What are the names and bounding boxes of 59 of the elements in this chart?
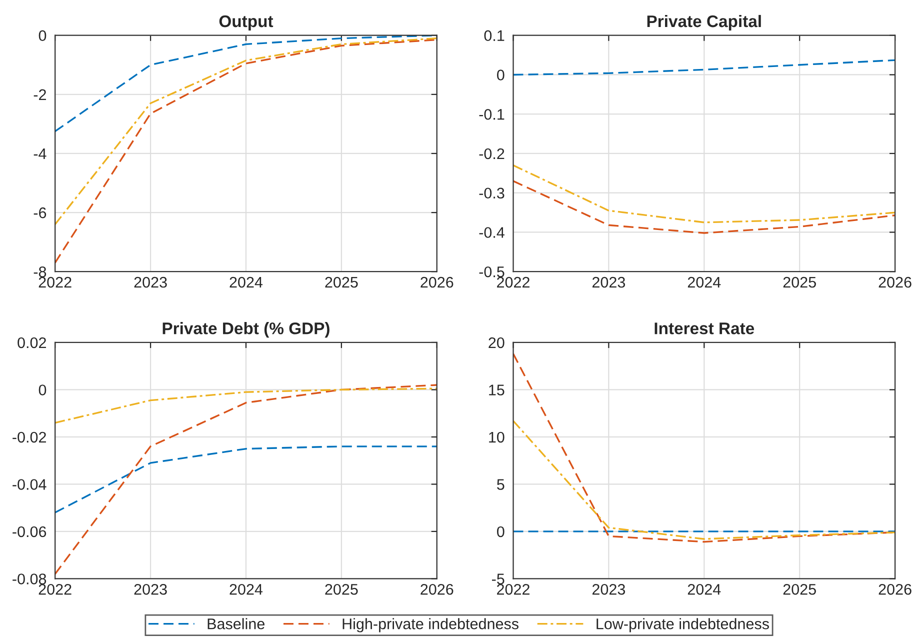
y-tick-label: 0.1: [484, 30, 504, 42]
chart-title: Interest Rate: [654, 322, 754, 334]
y-tick-label: -0.04: [12, 479, 46, 490]
y-tick-label: -0.08: [12, 574, 46, 584]
x-tick-label: 2023: [592, 276, 626, 288]
y-tick-label: 0: [38, 30, 46, 42]
line-series: [513, 164, 896, 224]
y-tick-label: -6: [34, 207, 46, 218]
y-tick-label: 20: [488, 337, 504, 348]
y-tick-label: -8: [34, 266, 46, 278]
y-tick-label: -0.3: [479, 188, 504, 199]
y-tick-label: 10: [489, 432, 504, 443]
line-series: [513, 180, 896, 234]
y-tick-label: -0.1: [479, 108, 504, 120]
x-tick-label: 2026: [878, 584, 912, 595]
x-tick-label: 2025: [783, 276, 816, 288]
y-tick-label: -0.2: [479, 148, 504, 160]
x-tick-label: 2024: [688, 276, 721, 288]
x-tick-label: 2024: [230, 584, 263, 595]
x-tick-label: 2023: [592, 584, 626, 595]
y-tick-label: -0.4: [479, 227, 504, 238]
legend-label: Low-private indebtedness: [596, 618, 769, 632]
y-tick-label: 0: [497, 70, 504, 80]
y-tick-label: -2: [34, 89, 46, 100]
y-tick-label: 5: [497, 479, 504, 490]
chart-title: Private Debt (% GDP): [162, 322, 330, 338]
x-tick-label: 2022: [38, 584, 72, 595]
y-tick-label: -4: [34, 148, 46, 160]
chart-title: Private Capital: [647, 14, 761, 30]
legend-label: High-private indebtedness: [342, 618, 518, 632]
y-tick-label: 15: [489, 384, 504, 396]
x-tick-label: 2024: [230, 276, 263, 288]
x-tick-label: 2023: [134, 276, 167, 288]
x-tick-label: 2022: [497, 276, 530, 288]
x-tick-label: 2022: [497, 584, 530, 595]
line-series: [513, 420, 896, 540]
chart-title: Output: [219, 15, 274, 30]
x-tick-label: 2022: [38, 276, 72, 288]
y-tick-label: 0: [497, 526, 504, 538]
x-tick-label: 2025: [783, 584, 816, 595]
legend-label: Baseline: [208, 618, 264, 630]
x-tick-label: 2026: [420, 584, 454, 595]
line-series: [55, 388, 437, 424]
x-tick-label: 2026: [420, 276, 454, 288]
line-series: [55, 446, 437, 514]
line-series: [55, 384, 437, 575]
x-tick-label: 2024: [688, 584, 721, 595]
line-series: [55, 38, 437, 264]
x-tick-label: 2023: [134, 584, 167, 595]
y-tick-label: 0.02: [18, 337, 46, 348]
x-tick-label: 2025: [325, 276, 358, 288]
y-tick-label: 0: [38, 384, 46, 396]
x-tick-label: 2025: [325, 584, 358, 595]
y-tick-label: -5: [492, 574, 504, 584]
y-tick-label: -0.5: [479, 266, 504, 278]
y-tick-label: -0.02: [12, 432, 46, 443]
y-tick-label: -0.06: [12, 526, 46, 538]
x-tick-label: 2026: [878, 276, 912, 288]
line-series: [513, 59, 896, 76]
